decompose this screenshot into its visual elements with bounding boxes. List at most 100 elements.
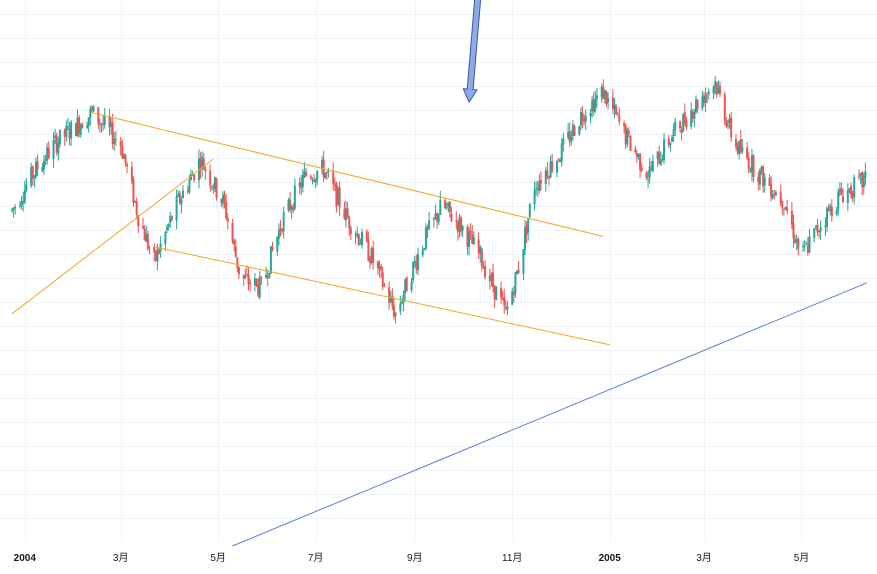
- candle-body: [400, 302, 403, 304]
- candle-body: [223, 193, 226, 202]
- candle-body: [389, 297, 392, 302]
- candle-body: [539, 179, 542, 184]
- candle-body: [524, 227, 526, 250]
- candle-body: [679, 121, 682, 129]
- candle-body: [293, 185, 296, 209]
- candle-body: [468, 232, 471, 247]
- drawings[interactable]: [11, 0, 868, 547]
- candle-body: [762, 166, 765, 187]
- candle-body: [570, 136, 573, 141]
- candle-body: [137, 215, 140, 226]
- candle-body: [460, 217, 463, 232]
- candle-body: [618, 115, 621, 122]
- candle-body: [525, 225, 528, 235]
- candle-body: [760, 167, 763, 170]
- candle-body: [734, 139, 737, 147]
- candle-body: [47, 148, 50, 159]
- candle-body: [177, 194, 180, 197]
- candle-body: [130, 167, 133, 181]
- candle-body: [472, 237, 475, 245]
- candle-body: [255, 279, 258, 283]
- candle-body: [461, 226, 464, 231]
- candle-body: [415, 261, 418, 270]
- candle-body: [265, 274, 268, 278]
- candle-body: [305, 171, 308, 176]
- trendline[interactable]: [91, 112, 604, 237]
- candle-body: [469, 230, 472, 234]
- candle-body: [359, 243, 362, 245]
- candle-body: [749, 170, 752, 172]
- candle-body: [511, 291, 514, 305]
- candle-body: [853, 177, 856, 198]
- candle-body: [626, 129, 629, 145]
- candle-body: [114, 138, 117, 140]
- candle-body: [300, 182, 303, 189]
- arrow-annotation[interactable]: [462, 0, 488, 103]
- candle-body: [324, 173, 327, 179]
- candle-body: [758, 169, 761, 185]
- candle-body: [225, 201, 228, 219]
- candle-body: [258, 276, 261, 298]
- candle-body: [337, 188, 340, 205]
- candle-body: [551, 161, 554, 171]
- trendline[interactable]: [11, 158, 214, 315]
- candle-body: [268, 272, 271, 278]
- candle-body: [332, 170, 335, 184]
- candle-body: [33, 175, 36, 179]
- candle-body: [846, 189, 849, 204]
- x-tick-label: 5月: [794, 552, 810, 564]
- x-tick-label: 7月: [308, 552, 324, 564]
- candle-body: [111, 122, 114, 145]
- candle-body: [613, 104, 616, 110]
- candle-body: [568, 131, 571, 143]
- candle-body: [725, 120, 728, 126]
- trendline[interactable]: [232, 282, 868, 547]
- candle-body: [493, 285, 496, 300]
- candle-body: [458, 217, 461, 231]
- candle-body: [376, 261, 379, 269]
- candle-body: [236, 257, 239, 268]
- candle-body: [786, 207, 789, 212]
- candle-body: [423, 248, 426, 250]
- candle-body: [671, 137, 674, 142]
- candle-body: [98, 123, 101, 125]
- candle-body: [674, 121, 677, 130]
- candle-body: [637, 154, 640, 157]
- candle-body: [477, 239, 480, 253]
- candle-body: [100, 123, 103, 125]
- candle-body: [231, 222, 234, 242]
- candle-body: [693, 111, 696, 119]
- candle-body: [57, 143, 60, 154]
- candle-body: [723, 94, 726, 121]
- candle-body: [500, 288, 503, 298]
- candle-body: [321, 159, 324, 170]
- candle-body: [492, 272, 495, 287]
- candle-body: [862, 176, 865, 188]
- candle-body: [356, 233, 359, 236]
- candle-body: [830, 206, 833, 217]
- candle-body: [546, 170, 549, 178]
- candle-body: [456, 221, 459, 233]
- candle-body: [44, 159, 47, 161]
- candle-body: [450, 213, 453, 221]
- candle-body: [365, 231, 368, 242]
- candle-body: [289, 199, 292, 210]
- candle-body: [512, 291, 515, 296]
- candle-body: [86, 125, 89, 128]
- x-tick-label: 9月: [407, 552, 423, 564]
- candle-body: [66, 126, 69, 128]
- candle-body: [234, 246, 237, 258]
- candle-body: [774, 192, 777, 196]
- candle-body: [640, 167, 643, 171]
- candle-body: [768, 177, 771, 186]
- candle-body: [276, 236, 279, 252]
- candle-body: [316, 170, 319, 180]
- candle-body: [175, 196, 178, 221]
- candle-body: [627, 131, 630, 134]
- candle-body: [68, 128, 71, 139]
- candle-body: [578, 126, 581, 135]
- candle-body: [466, 226, 469, 247]
- candle-body: [132, 179, 135, 204]
- trendline[interactable]: [154, 246, 610, 346]
